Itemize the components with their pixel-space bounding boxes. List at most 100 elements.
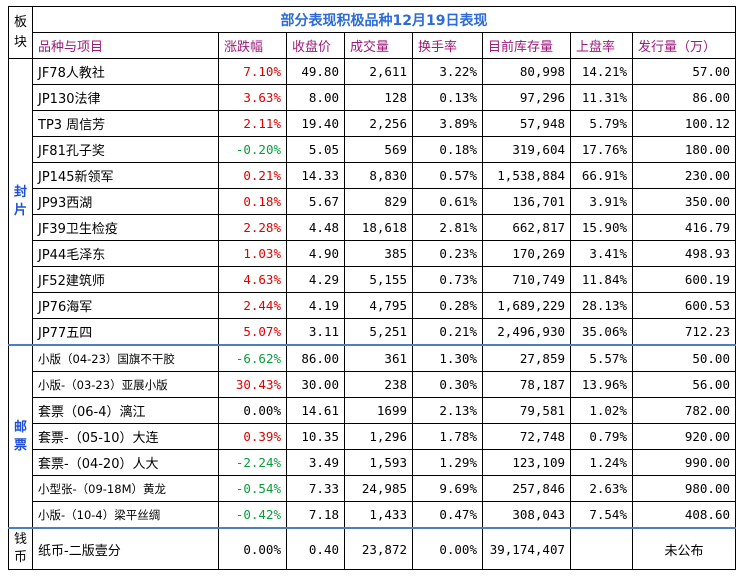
turnover-value: 2.81%: [412, 214, 483, 241]
issue-value: 57.00: [632, 58, 736, 85]
rate-value: 15.90%: [570, 214, 633, 241]
item-name: 小版-（03-23）亚展小版: [32, 371, 219, 398]
header-turnover: 换手率: [412, 32, 483, 59]
close-value: 4.48: [286, 214, 345, 241]
turnover-value: 0.28%: [412, 292, 483, 319]
rate-value: 17.76%: [570, 136, 633, 163]
change-value: -2.24%: [218, 449, 287, 476]
item-name: JF81孔子奖: [32, 136, 219, 163]
table-row: TP3 周信芳 2.11% 19.40 2,256 3.89% 57,948 5.79% 10…: [9, 110, 736, 137]
table-row: 小型张-（09-18M）黄龙 -0.54% 7.33 24,985 9.69% 257,8…: [9, 475, 736, 502]
change-value: 0.39%: [218, 423, 287, 450]
issue-value: 未公布: [632, 527, 736, 570]
item-name: 套票（06-4）漓江: [32, 397, 219, 424]
close-value: 0.40: [286, 527, 345, 570]
rate-value: [570, 527, 633, 570]
item-name: JF78人教社: [32, 58, 219, 85]
item-name: 套票-（04-20）人大: [32, 449, 219, 476]
change-value: 0.00%: [218, 397, 287, 424]
turnover-value: 0.00%: [412, 527, 483, 570]
item-name: JP44毛泽东: [32, 240, 219, 267]
table-row: JF39卫生检疫 2.28% 4.48 18,618 2.81% 662,817 15.90…: [9, 214, 736, 241]
rate-value: 3.41%: [570, 240, 633, 267]
issue-value: 980.00: [632, 475, 736, 502]
stock-value: 97,296: [482, 84, 571, 111]
stock-value: 1,689,229: [482, 292, 571, 319]
volume-value: 8,830: [344, 162, 413, 189]
table-row: 小版-（03-23）亚展小版 30.43% 30.00 238 0.30% 78,187 1…: [9, 371, 736, 398]
change-value: -6.62%: [218, 344, 287, 372]
table-row: JF81孔子奖 -0.20% 5.05 569 0.18% 319,604 17.76% 18…: [9, 136, 736, 163]
rate-value: 7.54%: [570, 501, 633, 529]
item-name: 套票-（05-10）大连: [32, 423, 219, 450]
category-label: 封片: [8, 58, 33, 346]
stock-value: 308,043: [482, 501, 571, 529]
turnover-value: 2.13%: [412, 397, 483, 424]
table-row: JP77五四 5.07% 3.11 5,251 0.21% 2,496,930 35.06%…: [9, 318, 736, 346]
item-name: 小型张-（09-18M）黄龙: [32, 475, 219, 502]
header-row: 品种与项目 涨跌幅 收盘价 成交量 换手率 目前库存量 上盘率 发行量（万）: [9, 32, 736, 59]
change-value: 2.28%: [218, 214, 287, 241]
item-name: TP3 周信芳: [32, 110, 219, 137]
rate-value: 35.06%: [570, 318, 633, 346]
table-row: JP145新领军 0.21% 14.33 8,830 0.57% 1,538,884 66.…: [9, 162, 736, 189]
rate-value: 5.79%: [570, 110, 633, 137]
close-value: 8.00: [286, 84, 345, 111]
close-value: 3.49: [286, 449, 345, 476]
issue-value: 350.00: [632, 188, 736, 215]
table-row: 小版-（10-4）梁平丝绸 -0.42% 7.18 1,433 0.47% 308,043…: [9, 501, 736, 529]
issue-value: 712.23: [632, 318, 736, 346]
table-title: 部分表现积极品种12月19日表现: [32, 6, 736, 33]
issue-value: 86.00: [632, 84, 736, 111]
rate-value: 2.63%: [570, 475, 633, 502]
close-value: 49.80: [286, 58, 345, 85]
change-value: -0.54%: [218, 475, 287, 502]
stock-value: 710,749: [482, 266, 571, 293]
issue-value: 50.00: [632, 344, 736, 372]
turnover-value: 1.30%: [412, 344, 483, 372]
volume-value: 2,256: [344, 110, 413, 137]
stock-value: 662,817: [482, 214, 571, 241]
stock-value: 80,998: [482, 58, 571, 85]
item-name: JP77五四: [32, 318, 219, 346]
rate-value: 11.31%: [570, 84, 633, 111]
close-value: 4.29: [286, 266, 345, 293]
volume-value: 238: [344, 371, 413, 398]
close-value: 30.00: [286, 371, 345, 398]
issue-value: 600.53: [632, 292, 736, 319]
stock-value: 1,538,884: [482, 162, 571, 189]
rate-value: 0.79%: [570, 423, 633, 450]
item-name: JP145新领军: [32, 162, 219, 189]
volume-value: 2,611: [344, 58, 413, 85]
volume-value: 1,296: [344, 423, 413, 450]
change-value: 2.44%: [218, 292, 287, 319]
issue-value: 920.00: [632, 423, 736, 450]
stock-value: 57,948: [482, 110, 571, 137]
turnover-value: 0.57%: [412, 162, 483, 189]
rate-value: 66.91%: [570, 162, 633, 189]
rate-value: 1.24%: [570, 449, 633, 476]
table-row: JP44毛泽东 1.03% 4.90 385 0.23% 170,269 3.41% 498.…: [9, 240, 736, 267]
change-value: 3.63%: [218, 84, 287, 111]
stock-value: 39,174,407: [482, 527, 571, 570]
turnover-value: 0.61%: [412, 188, 483, 215]
rate-value: 3.91%: [570, 188, 633, 215]
item-name: JP93西湖: [32, 188, 219, 215]
close-value: 4.19: [286, 292, 345, 319]
stock-table: 板块 部分表现积极品种12月19日表现 品种与项目 涨跌幅 收盘价 成交量 换手率 目前库…: [8, 6, 736, 570]
volume-value: 829: [344, 188, 413, 215]
close-value: 86.00: [286, 344, 345, 372]
change-value: 1.03%: [218, 240, 287, 267]
volume-value: 1,433: [344, 501, 413, 529]
issue-value: 180.00: [632, 136, 736, 163]
volume-value: 569: [344, 136, 413, 163]
table-row: 封片 JF78人教社 7.10% 49.80 2,611 3.22% 80,998 14.21…: [8, 58, 736, 346]
change-value: 0.00%: [218, 527, 287, 570]
change-value: 30.43%: [218, 371, 287, 398]
issue-value: 56.00: [632, 371, 736, 398]
issue-value: 408.60: [632, 501, 736, 529]
volume-value: 18,618: [344, 214, 413, 241]
close-value: 7.18: [286, 501, 345, 529]
rate-value: 5.57%: [570, 344, 633, 372]
header-issue: 发行量（万）: [632, 32, 736, 59]
